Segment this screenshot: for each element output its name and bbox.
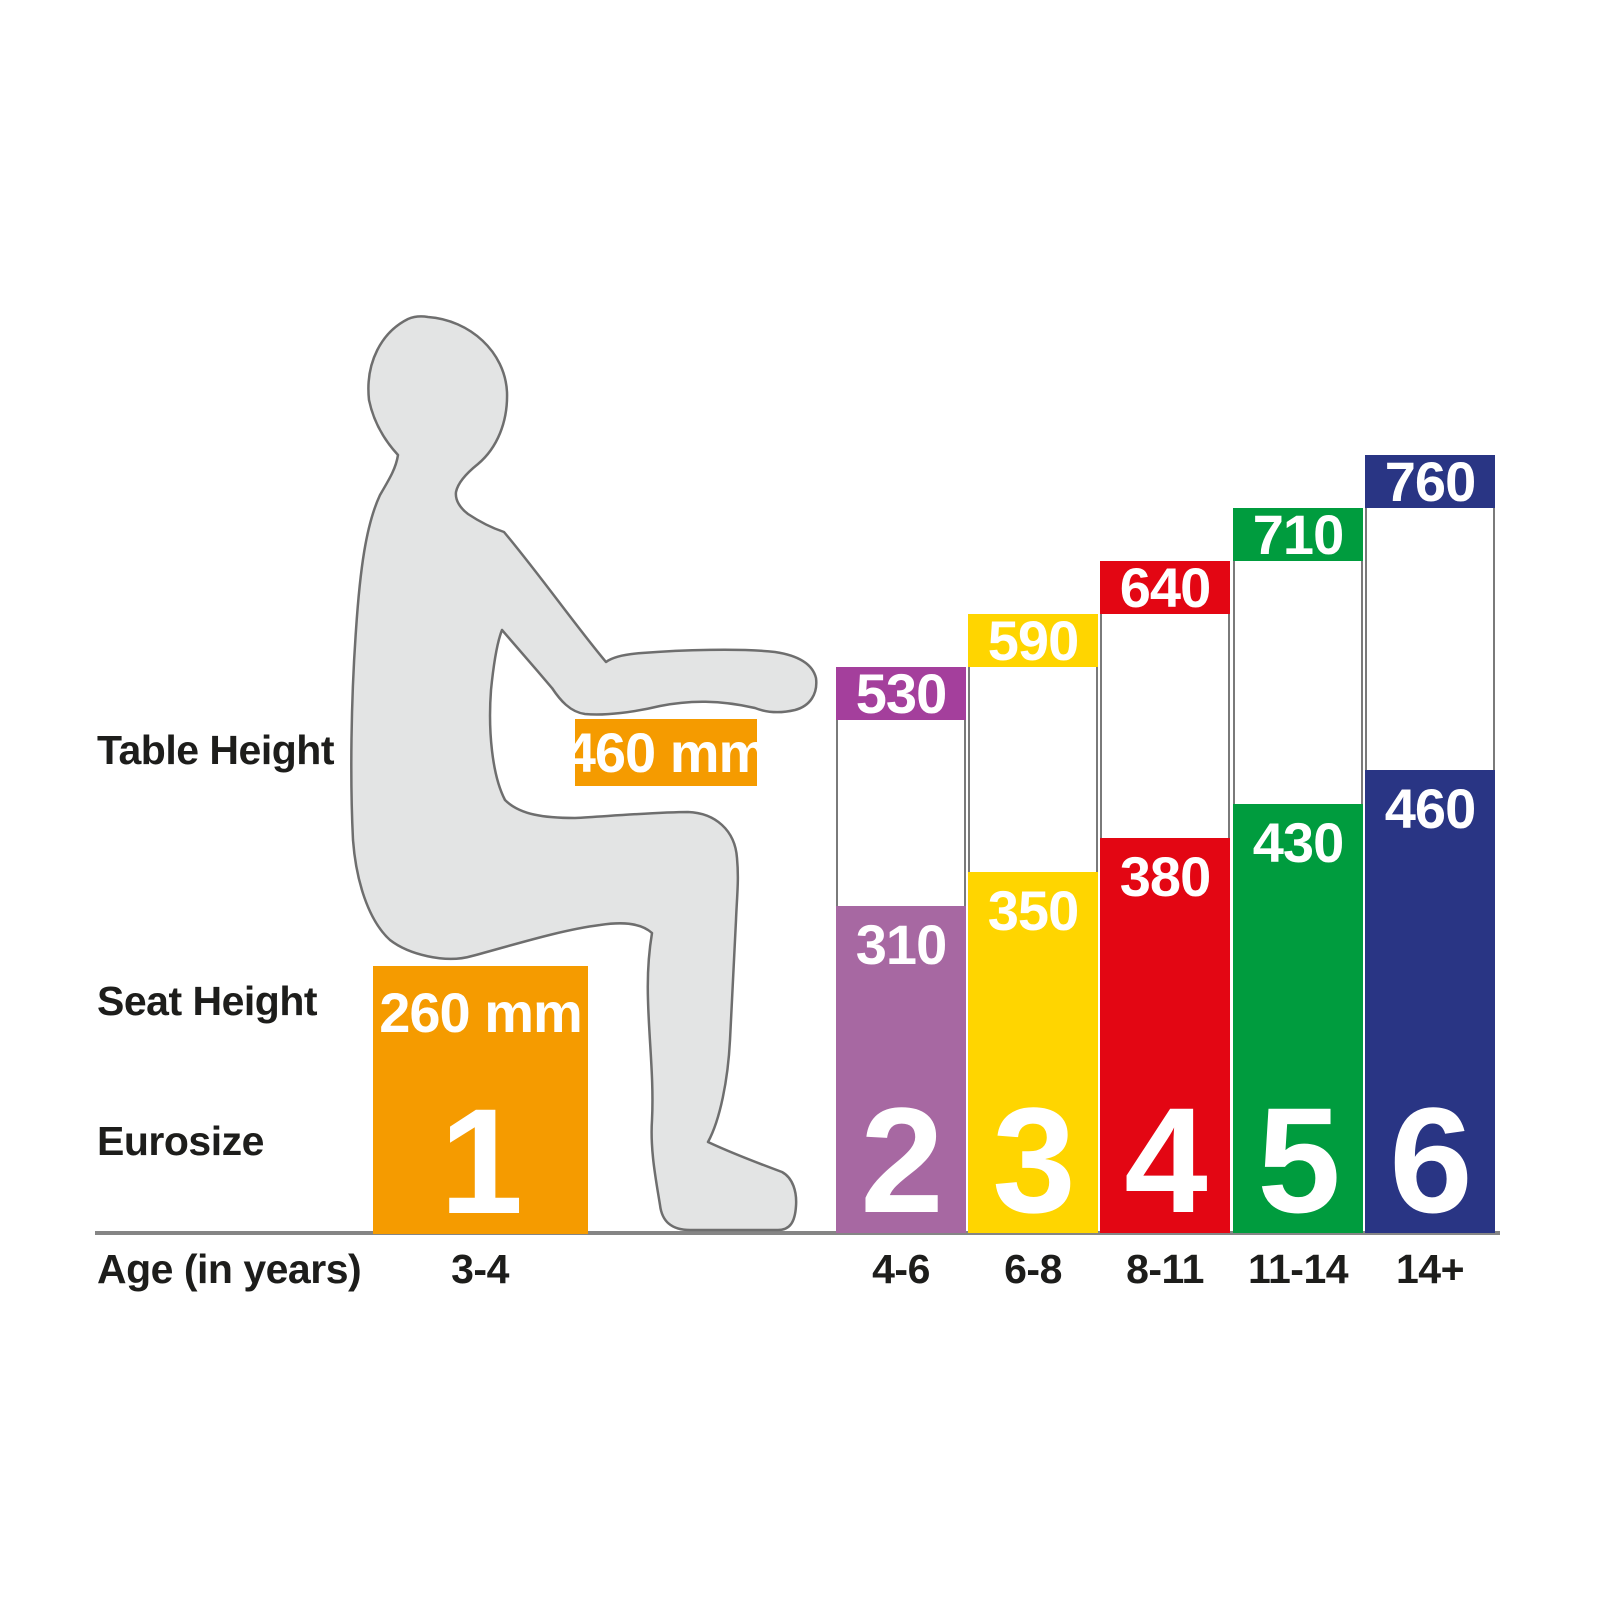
- seat-height-fill: 350 3: [968, 872, 1098, 1244]
- silhouette-outline: [350, 315, 818, 1232]
- seat-height-fill: 430 5: [1233, 804, 1363, 1244]
- age-label: 14+: [1395, 1246, 1465, 1292]
- seat-height-fill: 380 4: [1100, 838, 1230, 1244]
- eurosize-label: Eurosize: [97, 1118, 264, 1164]
- age-label: 4-6: [872, 1246, 930, 1292]
- bar-body: [1233, 561, 1363, 804]
- table-height-label: Table Height: [97, 727, 334, 773]
- seat-height-value: 430: [1252, 811, 1344, 874]
- seat-height-fill: 310 2: [836, 906, 966, 1244]
- bar-body: [1100, 614, 1230, 838]
- reference-table-height-box: 460 mm: [565, 719, 768, 786]
- seat-height-value: 310: [855, 913, 947, 976]
- bar-body: [1365, 508, 1495, 770]
- table-height-cap: 760: [1365, 450, 1495, 513]
- age-label-heading: Age (in years): [97, 1246, 362, 1292]
- reference-eurosize-number: 1: [439, 1076, 523, 1245]
- seat-height-value: 460: [1384, 777, 1476, 840]
- eurosize-number: 2: [860, 1075, 943, 1244]
- age-label: 3-4: [451, 1246, 509, 1292]
- age-label: 11-14: [1247, 1246, 1349, 1292]
- table-height-value: 710: [1252, 503, 1344, 566]
- reference-seat-box: 260 mm 1: [373, 966, 588, 1245]
- seat-height-fill: 460 6: [1365, 770, 1495, 1244]
- bar-body: [836, 720, 966, 906]
- age-label: 8-11: [1126, 1246, 1204, 1292]
- table-height-value: 530: [855, 662, 947, 725]
- seat-height-value: 380: [1119, 845, 1211, 908]
- table-height-cap: 530: [836, 662, 966, 725]
- table-height-value: 760: [1384, 450, 1476, 513]
- seat-height-value: 350: [987, 879, 1079, 942]
- eurosize-number: 3: [992, 1075, 1075, 1244]
- table-height-cap: 590: [968, 609, 1098, 672]
- age-label: 6-8: [1004, 1246, 1062, 1292]
- table-height-value: 640: [1119, 556, 1211, 619]
- reference-seat-height-value: 260 mm: [379, 981, 583, 1044]
- seated-child-silhouette: [350, 315, 818, 1232]
- eurosize-number: 4: [1124, 1075, 1207, 1244]
- reference-table-height-value: 460 mm: [564, 721, 769, 784]
- seat-height-label: Seat Height: [97, 978, 318, 1024]
- table-height-cap: 640: [1100, 556, 1230, 619]
- table-height-value: 590: [987, 609, 1079, 672]
- eurosize-number: 6: [1389, 1075, 1472, 1244]
- table-height-cap: 710: [1233, 503, 1363, 566]
- eurosize-number: 5: [1257, 1075, 1340, 1244]
- bar-body: [968, 667, 1098, 872]
- floor-line: [95, 1231, 1500, 1235]
